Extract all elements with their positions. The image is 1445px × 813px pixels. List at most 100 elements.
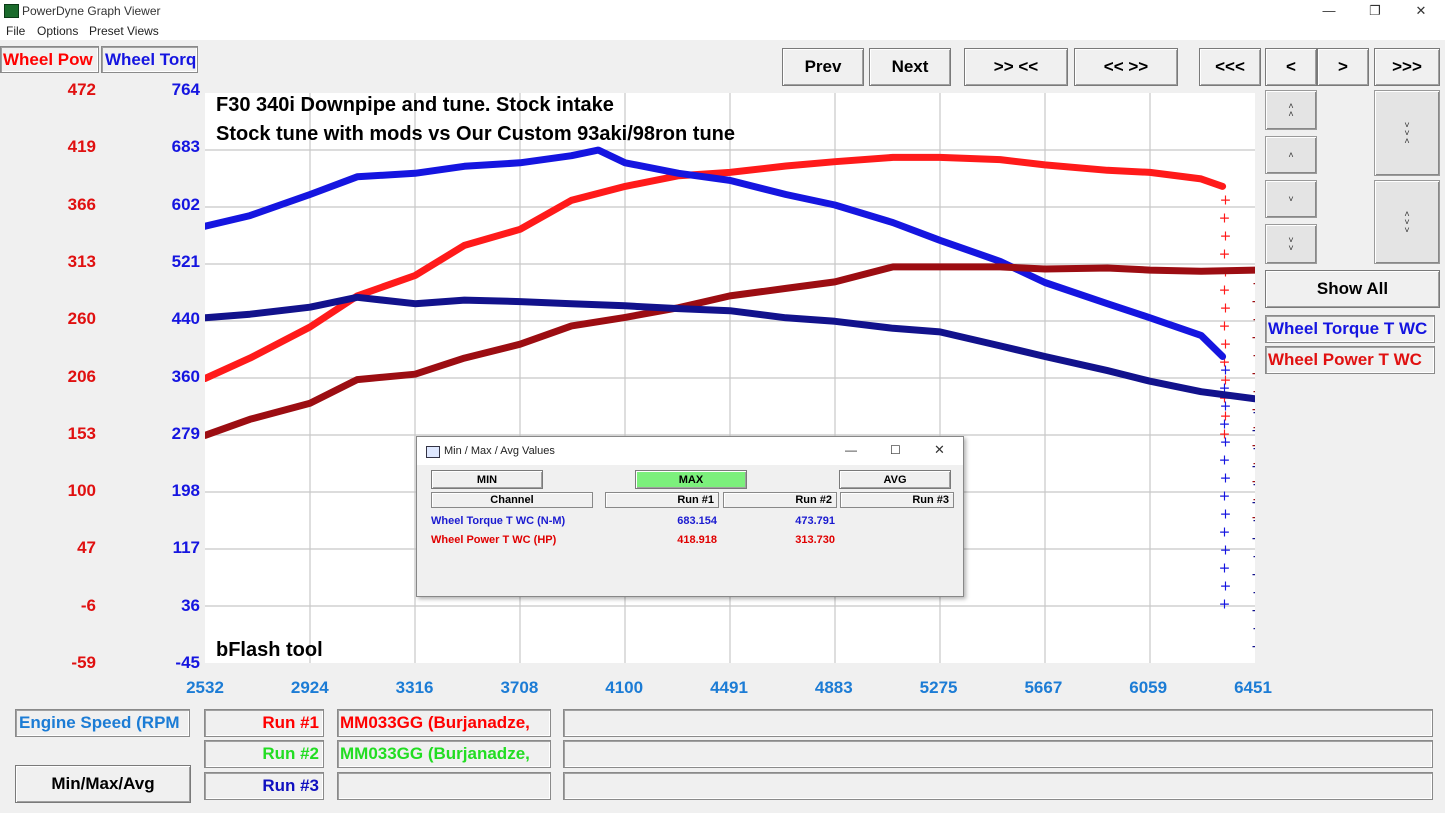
tail-marker: +	[1219, 426, 1231, 442]
scale-up-button[interactable]: ˄	[1265, 136, 1317, 174]
scroll-first-button[interactable]: <<<	[1199, 48, 1261, 86]
torque-channel-label[interactable]: Wheel Torque T WC	[1265, 315, 1435, 343]
min-button[interactable]: MIN	[431, 470, 543, 489]
tail-marker: +	[1219, 489, 1231, 505]
tail-marker: +	[1220, 228, 1232, 244]
tail-marker: +	[1252, 276, 1255, 292]
tail-marker: +	[1219, 210, 1231, 226]
power-tick-label: 419	[67, 137, 96, 157]
tail-marker: +	[1252, 441, 1255, 457]
tail-marker: +	[1251, 294, 1255, 310]
dialog-close-button[interactable]: ✕	[934, 442, 945, 457]
tail-marker: +	[1219, 246, 1231, 262]
tail-marker: +	[1219, 417, 1231, 433]
run-3-notes[interactable]	[563, 772, 1433, 800]
tail-marker: +	[1251, 423, 1255, 439]
close-button[interactable]: ✕	[1415, 3, 1427, 18]
power-axis-channel[interactable]: Wheel Pow	[0, 46, 99, 73]
dialog-minimize-button[interactable]: —	[845, 443, 857, 457]
zoom-in-button[interactable]: >> <<	[964, 48, 1068, 86]
run-3-name[interactable]	[337, 772, 551, 800]
run-1-name[interactable]: MM033GG (Burjanadze,	[337, 709, 551, 737]
rpm-tick-label: 2924	[290, 678, 329, 697]
run-1-label[interactable]: Run #1	[204, 709, 324, 737]
run-1-notes[interactable]	[563, 709, 1433, 737]
run1-column-header[interactable]: Run #1	[605, 492, 719, 508]
run-2-name[interactable]: MM033GG (Burjanadze,	[337, 740, 551, 768]
chevron-up-icon: ˄	[1288, 150, 1294, 160]
tail-marker: +	[1252, 621, 1255, 637]
rpm-tick-label: 6059	[1129, 678, 1168, 697]
next-button[interactable]: Next	[869, 48, 951, 86]
tail-marker: +	[1219, 381, 1231, 397]
tail-marker: +	[1220, 363, 1232, 379]
shift-down-button[interactable]: ˅ ˅ ˄	[1374, 90, 1440, 176]
menu-file[interactable]: File	[6, 24, 26, 38]
scroll-last-button[interactable]: >>>	[1374, 48, 1440, 86]
rpm-tick-label: 4883	[814, 678, 853, 697]
tail-marker: +	[1251, 438, 1255, 454]
tail-marker: +	[1252, 549, 1255, 565]
avg-button[interactable]: AVG	[839, 470, 951, 489]
run3-column-header[interactable]: Run #3	[840, 492, 954, 508]
app-icon	[4, 4, 19, 18]
zoom-out-button[interactable]: << >>	[1074, 48, 1178, 86]
rpm-tick-label: 5275	[919, 678, 958, 697]
torque-tick-label: 360	[171, 366, 200, 386]
show-all-button[interactable]: Show All	[1265, 270, 1440, 308]
tail-marker: +	[1220, 435, 1232, 451]
tail-marker: +	[1220, 192, 1232, 208]
run-2-notes[interactable]	[563, 740, 1433, 768]
series-power-run1	[205, 153, 1227, 382]
min-max-avg-dialog: Min / Max / Avg Values — ☐ ✕ MIN MAX AVG…	[416, 436, 964, 597]
tail-marker: +	[1251, 330, 1255, 346]
power-tick-label: 366	[67, 194, 96, 214]
tail-marker: +	[1251, 402, 1255, 418]
scroll-left-button[interactable]: <	[1265, 48, 1317, 86]
scale-down-fast-button[interactable]: ˅ ˅	[1265, 224, 1317, 264]
row-torque-channel: Wheel Torque T WC (N-M)	[431, 515, 566, 527]
tail-marker: +	[1252, 585, 1255, 601]
scale-up-fast-button[interactable]: ˄ ˄	[1265, 90, 1317, 130]
menu-preset-views[interactable]: Preset Views	[89, 24, 159, 38]
torque-tick-label: 521	[171, 251, 200, 271]
torque-tick-label: 198	[171, 481, 200, 501]
run-3-label[interactable]: Run #3	[204, 772, 324, 800]
prev-button[interactable]: Prev	[782, 48, 864, 86]
tail-marker: +	[1220, 507, 1232, 523]
power-tick-label: 153	[67, 423, 96, 443]
tail-marker: +	[1219, 354, 1231, 370]
menu-options[interactable]: Options	[37, 24, 79, 38]
shift-up-button[interactable]: ˄ ˅ ˅	[1374, 180, 1440, 264]
tail-marker: +	[1252, 348, 1255, 364]
power-channel-label[interactable]: Wheel Power T WC	[1265, 346, 1435, 374]
scale-down-button[interactable]: ˅	[1265, 180, 1317, 218]
tail-marker: +	[1251, 639, 1255, 655]
double-chevron-up-icon: ˄ ˄	[1288, 101, 1294, 119]
dialog-maximize-button[interactable]: ☐	[890, 443, 901, 457]
rpm-tick-label: 6451	[1234, 678, 1272, 697]
x-axis-channel[interactable]: Engine Speed (RPM	[15, 709, 190, 737]
channel-column-header[interactable]: Channel	[431, 492, 593, 508]
torque-tick-label: 764	[171, 80, 200, 99]
annotation-footer: bFlash tool	[216, 639, 323, 661]
tail-marker: +	[1251, 510, 1255, 526]
rpm-tick-label: 3708	[500, 678, 539, 697]
tail-marker: +	[1219, 597, 1231, 613]
run2-column-header[interactable]: Run #2	[723, 492, 837, 508]
tail-marker: +	[1251, 474, 1255, 490]
restore-button[interactable]: ❐	[1369, 3, 1381, 18]
tail-marker: +	[1251, 567, 1255, 583]
torque-axis-channel[interactable]: Wheel Torq	[101, 46, 198, 73]
torque-tick-label: -45	[175, 653, 200, 672]
tail-marker: +	[1251, 366, 1255, 382]
scroll-right-button[interactable]: >	[1317, 48, 1369, 86]
row-torque-run1: 683.154	[677, 515, 717, 527]
max-button[interactable]: MAX	[635, 470, 747, 489]
run-2-label[interactable]: Run #2	[204, 740, 324, 768]
minimize-button[interactable]: —	[1322, 3, 1336, 18]
tail-marker: +	[1220, 408, 1232, 424]
tail-marker: +	[1252, 477, 1255, 493]
min-max-avg-button[interactable]: Min/Max/Avg	[15, 765, 191, 803]
rpm-tick-label: 5667	[1024, 678, 1063, 697]
